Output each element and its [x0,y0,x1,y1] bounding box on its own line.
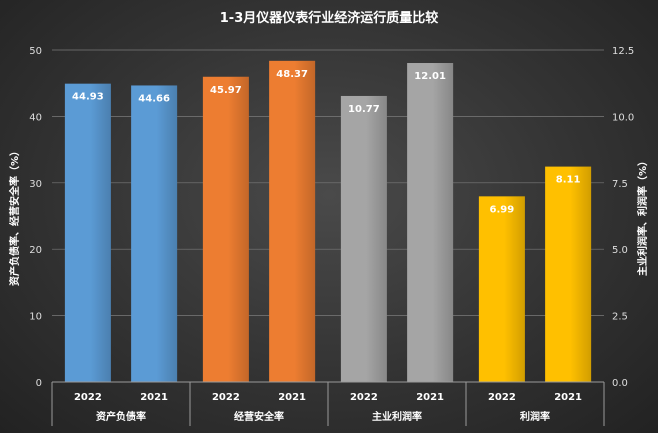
bars-layer: 44.93 44.66 45.97 48.37 10.77 12.01 6.99 8.11 [64,60,592,383]
data-label: 44.93 [72,92,104,103]
bar-shading [545,166,592,382]
year-tick-label: 2022 [488,392,516,403]
right-tick-label: 2.5 [612,312,628,323]
left-tick-label: 20 [29,245,42,256]
bar-shading [407,63,454,382]
right-tick-label: 10.0 [612,112,634,123]
year-tick-label: 2021 [140,392,168,403]
data-label: 45.97 [210,85,242,96]
bar-shading [202,76,249,382]
category-label: 主业利润率 [372,410,422,423]
year-tick-label: 2021 [278,392,306,403]
right-tick-label: 5.0 [612,245,628,256]
category-label: 经营安全率 [234,410,284,423]
right-tick-label: 0.0 [612,378,628,389]
right-axis-ticks: 0.0 2.5 5.0 7.5 10.0 12.5 [612,46,634,389]
data-label: 8.11 [556,175,581,186]
year-tick-label: 2022 [350,392,378,403]
left-axis-label: 资产负债率、经营安全率（%） [8,146,21,286]
left-tick-label: 50 [29,46,42,57]
bar-shading [478,196,525,382]
bar-shading [340,95,387,383]
left-tick-label: 40 [29,112,42,123]
bar-shading [269,60,316,382]
data-label: 48.37 [276,69,308,80]
data-label: 6.99 [490,204,515,215]
category-axis: 2022 2021 资产负债率 2022 2021 经营安全率 2022 2021 主业利润率 2… [51,381,605,426]
bar-shading [131,85,178,382]
data-label: 44.66 [138,93,170,104]
category-label: 资产负债率 [96,410,146,423]
bar-shading [64,83,111,383]
year-tick-label: 2022 [212,392,240,403]
left-tick-label: 30 [29,179,42,190]
category-label: 利润率 [520,410,550,423]
left-tick-label: 10 [29,312,42,323]
data-label: 12.01 [414,71,446,82]
year-tick-label: 2021 [416,392,444,403]
right-tick-label: 7.5 [612,179,628,190]
chart-title: 1-3月仪器仪表行业经济运行质量比较 [220,10,439,26]
year-tick-label: 2021 [554,392,582,403]
right-tick-label: 12.5 [612,46,634,57]
year-tick-label: 2022 [74,392,102,403]
data-label: 10.77 [348,104,380,115]
right-axis-label: 主业利润率、利润率（%） [636,156,649,276]
left-axis-ticks: 0 10 20 30 40 50 [29,46,42,389]
left-tick-label: 0 [36,378,42,389]
